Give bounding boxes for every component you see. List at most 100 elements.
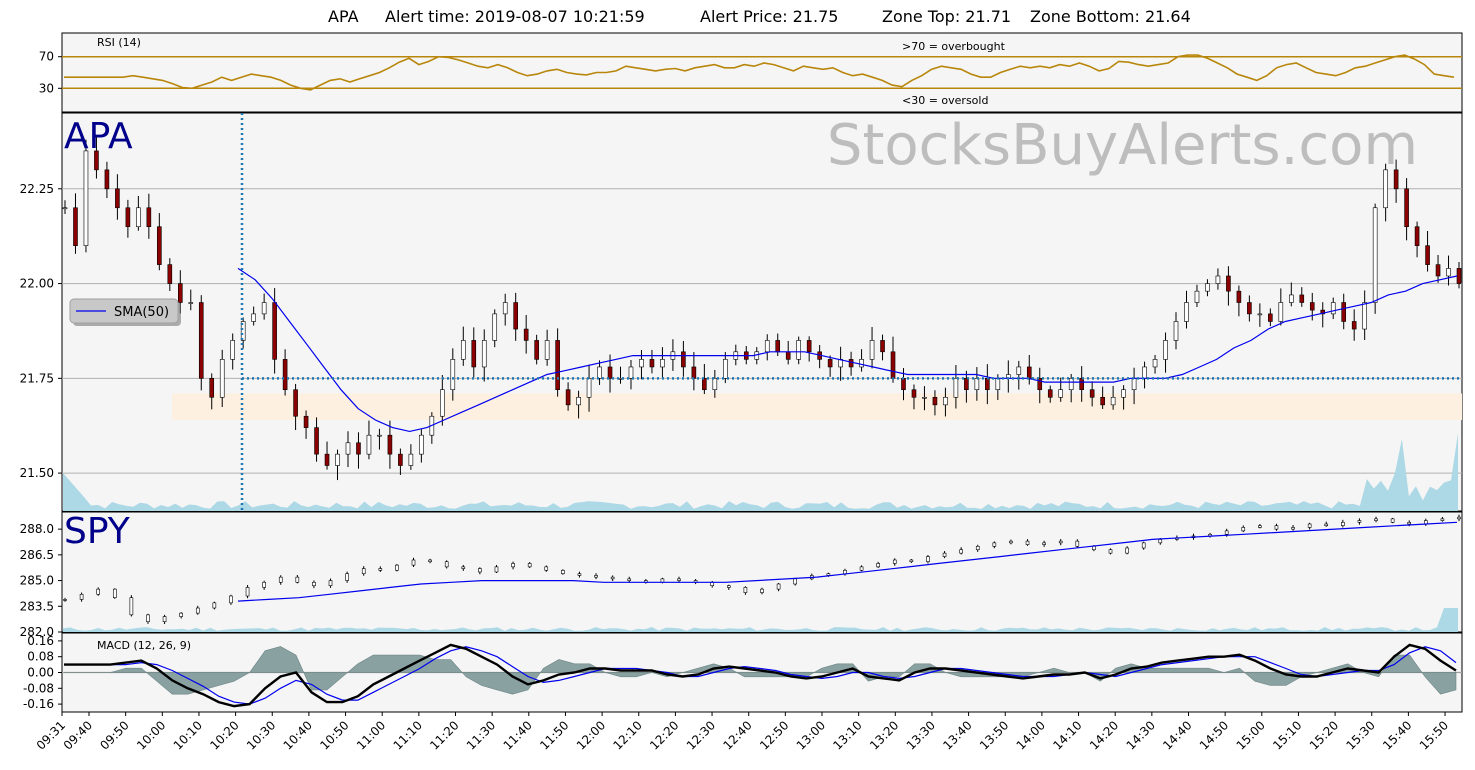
- apa-ytick-label: 22.25: [20, 182, 54, 196]
- x-tick-label: 12:40: [720, 718, 754, 752]
- spy-candle-body: [1440, 518, 1445, 521]
- spy-candle-body: [146, 614, 150, 623]
- x-tick-label: 10:10: [171, 718, 205, 752]
- macd-title: MACD (12, 26, 9): [97, 639, 191, 652]
- x-tick-label: 14:30: [1124, 718, 1158, 752]
- spy-candle-body: [1158, 539, 1163, 544]
- spy-candle-body: [909, 559, 914, 563]
- spy-candle-body: [926, 556, 930, 563]
- apa-candle-body: [1131, 378, 1137, 391]
- apa-candle-body: [775, 340, 781, 353]
- apa-candle-body: [136, 207, 141, 228]
- apa-candle-body: [1121, 389, 1126, 398]
- apa-candle-body: [1299, 294, 1305, 303]
- apa-candle-body: [1058, 389, 1064, 398]
- rsi-ytick-label: 30: [39, 81, 54, 95]
- apa-candle-body: [251, 313, 256, 322]
- spy-candle-body: [361, 568, 366, 575]
- spy-candle-body: [461, 566, 466, 569]
- spy-candle-body: [992, 542, 997, 547]
- apa-candle-body: [597, 366, 602, 379]
- apa-candle-body: [198, 302, 204, 379]
- spy-candle-body: [1125, 547, 1129, 554]
- apa-candle-body: [1309, 302, 1315, 311]
- apa-candle-body: [73, 207, 78, 246]
- x-tick-label: 10:40: [281, 718, 315, 752]
- chart-header: APA Alert time: 2019-08-07 10:21:59 Aler…: [0, 7, 1475, 29]
- header-zone-bottom: Zone Bottom: 21.64: [1030, 7, 1191, 26]
- spy-candle-body: [395, 564, 399, 571]
- apa-candle-body: [471, 340, 477, 368]
- spy-panel-title: SPY: [64, 511, 131, 552]
- apa-candle-body: [1079, 378, 1084, 391]
- apa-candle-body: [1205, 283, 1210, 292]
- apa-candle-body: [880, 340, 885, 353]
- apa-candle-body: [209, 378, 215, 398]
- spy-candle-body: [312, 581, 316, 587]
- watermark-text: StocksBuyAlerts.com: [827, 113, 1418, 178]
- spy-candle-body: [942, 552, 947, 557]
- apa-panel-title: APA: [64, 116, 133, 157]
- spy-candle-body: [527, 563, 532, 568]
- apa-candle-body: [1215, 275, 1221, 284]
- x-tick-label: 10:00: [134, 718, 168, 752]
- macd-ytick-label: 0.00: [27, 666, 54, 680]
- apa-candle-body: [1089, 389, 1095, 398]
- spy-candle-body: [1457, 516, 1461, 520]
- spy-candle-body: [544, 566, 549, 571]
- apa-candle-body: [1278, 302, 1284, 322]
- apa-candle-body: [1383, 169, 1388, 209]
- spy-ytick-label: 282.0: [20, 625, 54, 639]
- apa-candle-body: [387, 434, 393, 455]
- x-tick-label: 14:40: [1160, 718, 1194, 752]
- apa-candle-body: [1016, 366, 1022, 375]
- x-tick-label: 09:50: [97, 718, 131, 752]
- apa-candle-body: [94, 150, 99, 171]
- spy-candle-body: [79, 593, 84, 600]
- x-tick-label: 10:20: [207, 718, 241, 752]
- apa-candle-body: [115, 188, 120, 209]
- x-tick-label: 11:10: [391, 718, 425, 752]
- legend-label: SMA(50): [114, 305, 169, 320]
- apa-ytick-label: 22.00: [20, 277, 54, 291]
- spy-candle-body: [727, 585, 731, 588]
- spy-candle-body: [1241, 527, 1246, 532]
- alert-zone-band: [172, 393, 1462, 421]
- apa-candle-body: [1110, 396, 1116, 406]
- spy-candle-body: [1374, 518, 1378, 521]
- spy-candle-body: [295, 576, 300, 583]
- apa-candle-body: [1372, 207, 1378, 303]
- x-tick-label: 12:20: [647, 718, 681, 752]
- spy-candle-body: [975, 545, 980, 551]
- apa-candle-body: [1247, 302, 1252, 315]
- x-tick-label: 14:10: [1050, 718, 1084, 752]
- spy-candle-body: [1075, 540, 1080, 547]
- spy-candle-body: [843, 569, 847, 575]
- apa-candle-body: [848, 359, 854, 368]
- apa-candle-body: [1068, 378, 1074, 391]
- x-tick-label: 14:20: [1087, 718, 1121, 752]
- spy-candle-body: [892, 559, 897, 564]
- x-tick-label: 12:00: [574, 718, 608, 752]
- spy-candle-body: [245, 587, 250, 597]
- spy-candle-body: [162, 616, 167, 623]
- x-tick-label: 15:20: [1307, 718, 1341, 752]
- x-tick-label: 11:30: [464, 718, 498, 752]
- apa-candle-body: [702, 378, 707, 391]
- apa-candle-body: [827, 359, 833, 368]
- apa-candle-body: [1152, 359, 1158, 368]
- apa-candle-body: [83, 150, 89, 246]
- apa-candle-body: [723, 359, 728, 379]
- apa-candle-body: [492, 313, 498, 341]
- macd-ytick-label: 0.16: [27, 634, 54, 648]
- x-tick-label: 11:50: [537, 718, 571, 752]
- spy-candle-body: [561, 569, 565, 575]
- spy-candle-body: [1058, 540, 1063, 544]
- spy-candle-body: [859, 566, 864, 571]
- spy-candle-body: [959, 549, 963, 554]
- apa-candle-body: [324, 453, 330, 466]
- apa-candle-body: [932, 396, 938, 406]
- apa-candle-body: [1425, 245, 1430, 265]
- apa-candle-body: [1226, 275, 1231, 292]
